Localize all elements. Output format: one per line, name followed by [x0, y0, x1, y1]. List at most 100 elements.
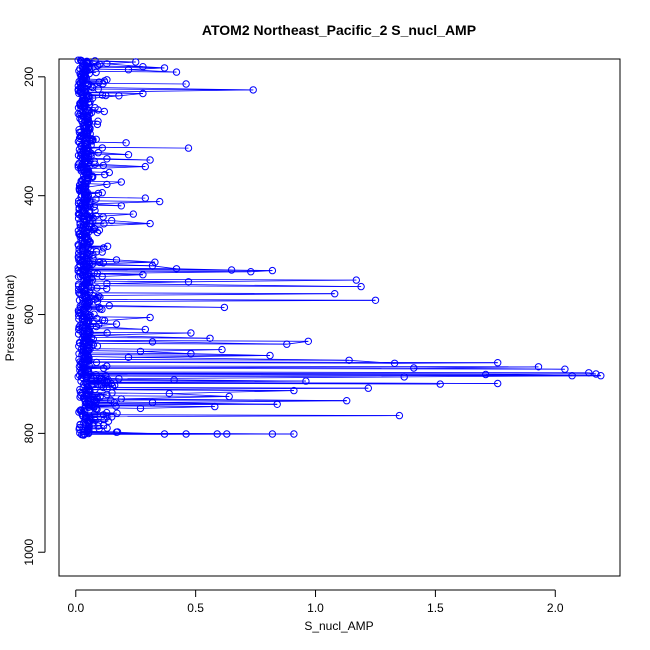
- series-segment: [82, 280, 189, 283]
- data-point: [103, 413, 111, 421]
- series-segment: [85, 223, 151, 227]
- series-segment: [82, 157, 107, 160]
- series-segment: [97, 299, 376, 302]
- series-segment: [82, 162, 96, 165]
- data-point: [139, 62, 147, 71]
- data-point: [115, 375, 123, 383]
- data-point: [302, 377, 310, 385]
- series-segment: [85, 403, 278, 406]
- data-point: [223, 430, 231, 438]
- data-point: [103, 155, 111, 163]
- data-point: [76, 393, 84, 401]
- data-point: [93, 297, 102, 306]
- plot-frame: [58, 58, 621, 577]
- series-segment: [82, 367, 565, 370]
- data-point: [247, 268, 255, 276]
- x-tick-label: 1.5: [427, 601, 444, 615]
- series-segment: [82, 176, 93, 178]
- series-segment: [121, 396, 230, 400]
- data-point: [91, 104, 99, 112]
- series-segment: [82, 381, 107, 383]
- series-segment: [82, 304, 110, 306]
- data-point: [79, 99, 87, 107]
- y-tick-label: 1000: [22, 539, 36, 566]
- data-point: [187, 329, 195, 337]
- series-segment: [82, 374, 601, 377]
- data-point: [76, 56, 85, 64]
- series-segment: [82, 200, 160, 202]
- series-segment: [102, 274, 143, 277]
- series-segment: [82, 68, 129, 71]
- data-point: [88, 173, 97, 182]
- data-point: [273, 400, 281, 408]
- series-segment: [231, 269, 273, 271]
- data-point: [74, 151, 83, 160]
- x-tick-label: 1.0: [307, 601, 324, 615]
- series-segment: [82, 310, 86, 313]
- series-segment: [82, 403, 86, 406]
- series-segment: [82, 358, 350, 361]
- data-point: [91, 160, 99, 168]
- data-point: [78, 373, 86, 381]
- data-point: [592, 370, 600, 378]
- data-point: [103, 424, 111, 432]
- data-point: [218, 345, 226, 354]
- data-point: [213, 430, 221, 438]
- series-segment: [94, 60, 136, 63]
- series-segment: [82, 196, 146, 199]
- data-point: [283, 340, 291, 348]
- series-segment: [82, 366, 414, 369]
- series-segment: [82, 209, 96, 211]
- data-point: [172, 68, 181, 76]
- series-segment: [94, 389, 294, 391]
- data-point: [81, 308, 90, 316]
- data-point: [84, 424, 92, 433]
- data-point: [436, 380, 444, 388]
- series-segment: [82, 123, 98, 125]
- data-point: [170, 376, 178, 384]
- y-axis: 200 400 600 800 1000: [22, 66, 46, 566]
- series-segment: [82, 344, 98, 347]
- data-point: [100, 316, 109, 325]
- series-segment: [128, 67, 165, 71]
- series-segment: [82, 78, 107, 81]
- data-point: [211, 402, 219, 411]
- data-point: [534, 363, 543, 371]
- series-segment: [82, 183, 107, 185]
- data-point: [160, 64, 169, 72]
- series-segment: [82, 66, 165, 69]
- series-segment: [82, 180, 122, 183]
- data-point: [91, 206, 99, 215]
- series-segment: [82, 270, 251, 273]
- series-segment: [82, 82, 187, 85]
- data-point: [400, 373, 408, 381]
- data-point: [103, 180, 111, 189]
- data-point: [95, 78, 103, 86]
- series-segment: [87, 151, 129, 156]
- x-tick-label: 0.5: [187, 601, 204, 615]
- data-point: [81, 183, 90, 192]
- data-point: [117, 202, 126, 210]
- data-point: [89, 335, 98, 344]
- data-point: [184, 144, 193, 152]
- data-point: [352, 276, 360, 284]
- series-segment: [94, 387, 369, 390]
- series-segment: [97, 273, 143, 276]
- data-point: [148, 398, 157, 407]
- data-point: [371, 296, 380, 304]
- series-segment: [82, 278, 357, 281]
- series-segment: [82, 94, 119, 97]
- data-point: [74, 242, 83, 250]
- data-point: [79, 165, 87, 173]
- series-segment: [82, 401, 153, 403]
- x-axis-label: S_nucl_AMP: [304, 619, 373, 633]
- data-point: [148, 262, 157, 270]
- data-point: [112, 320, 121, 328]
- series-segment: [140, 349, 223, 352]
- series-segment: [85, 89, 254, 93]
- data-point: [93, 120, 102, 129]
- series-segment: [152, 400, 347, 403]
- series-segment: [121, 398, 347, 402]
- series-segment: [82, 225, 86, 227]
- series-segment: [90, 326, 146, 330]
